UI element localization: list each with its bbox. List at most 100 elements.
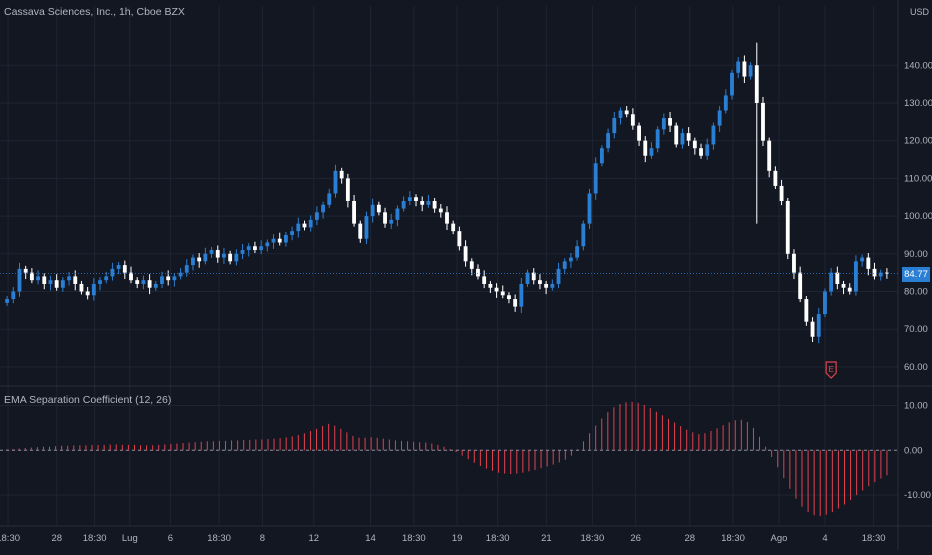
candle-body [345,178,350,201]
candle-body [339,170,344,179]
candle-body [98,280,102,284]
candle-body [36,276,40,281]
candle-body [482,276,487,284]
candle-body [395,208,400,220]
candle-body [445,212,449,224]
time-axis-tick-label: 28 [684,533,695,544]
candle-body [122,265,127,273]
candle-body [531,272,536,281]
candle-body [705,144,710,156]
price-axis-tick-label: 130.00 [904,98,932,109]
candle-body [513,299,518,307]
candle-body [562,261,567,269]
candle-body [414,197,418,201]
candle-body [215,250,220,258]
candle-body [438,208,443,213]
candle-body [17,268,22,292]
candle-body [327,193,332,205]
candle-body [519,283,524,307]
candle-body [29,272,34,281]
earnings-marker-label: E [828,365,833,374]
candle-body [178,272,183,277]
candle-body [643,140,648,156]
candle-body [538,280,542,284]
candle-body [835,272,840,284]
candle-body [110,268,115,277]
candle-body [166,276,171,281]
candle-body [779,185,784,201]
candle-body [854,261,858,292]
candle-body [376,204,381,213]
candle-body [699,148,703,156]
candle-body [630,114,635,126]
candle-body [488,283,493,288]
candle-body [5,299,10,303]
candle-body [785,201,790,254]
candle-body [160,276,164,284]
candle-body [668,118,672,126]
candle-body [135,280,140,284]
time-axis-tick-label: 21 [541,533,552,544]
candle-body [525,272,530,284]
time-axis-tick-label: 19 [452,533,463,544]
candle-body [736,61,741,73]
candle-body [767,140,772,171]
price-series: E [0,42,898,379]
candle-body [773,170,778,186]
candle-body [829,272,834,292]
candle-body [618,110,623,119]
candle-body [754,65,759,103]
time-axis-tick-label: Lug [122,533,138,544]
candle-body [91,283,96,296]
earnings-marker-icon[interactable] [825,361,837,379]
candle-body [884,272,889,274]
candle-body [296,223,301,232]
candle-body [67,276,71,281]
time-axis-tick-label: 18:30 [207,533,231,544]
time-axis-tick-label: 18:30 [862,533,886,544]
candle-body [711,125,716,145]
candle-body [432,201,437,209]
candle-body [581,223,586,247]
candle-body [358,223,363,239]
candle-body [655,129,660,149]
price-axis-tick-label: 90.00 [904,249,928,260]
candle-body [823,291,827,315]
candle-body [649,148,654,156]
candle-body [153,283,158,288]
candle-body [79,283,84,292]
time-axis-tick-label: 18:30 [402,533,426,544]
time-axis-tick-label: 18:30 [83,533,107,544]
candle-body [290,231,295,235]
candle-body [463,246,468,262]
candle-body [265,242,270,247]
chart-title: Cassava Sciences, Inc., 1h, Cboe BZX [4,6,185,18]
axis-layer: 140.00130.00120.00110.00100.0090.0080.00… [0,60,932,544]
candle-body [544,283,549,288]
histogram-series [6,401,888,517]
candle-body [730,72,734,96]
indicator-axis-tick-label: -10.00 [904,490,931,501]
candle-body [48,280,53,284]
candle-body [494,287,499,292]
time-axis-tick-label: 12 [308,533,319,544]
candle-body [11,291,16,300]
candle-body [314,212,319,220]
price-axis-tick-label: 70.00 [904,324,928,335]
candle-body [308,219,313,228]
candle-body [333,170,338,194]
time-axis-tick-label: 6 [168,533,173,544]
candle-body [383,212,387,224]
candle-body [500,291,505,296]
candle-body [253,246,257,251]
time-axis-tick-label: 18:30 [486,533,510,544]
candle-body [302,223,307,228]
candle-body [624,110,629,115]
candle-body [352,201,356,224]
time-axis-tick-label: 8 [260,533,265,544]
candle-body [761,102,765,141]
candle-body [451,223,456,232]
price-axis-tick-label: 120.00 [904,136,932,147]
